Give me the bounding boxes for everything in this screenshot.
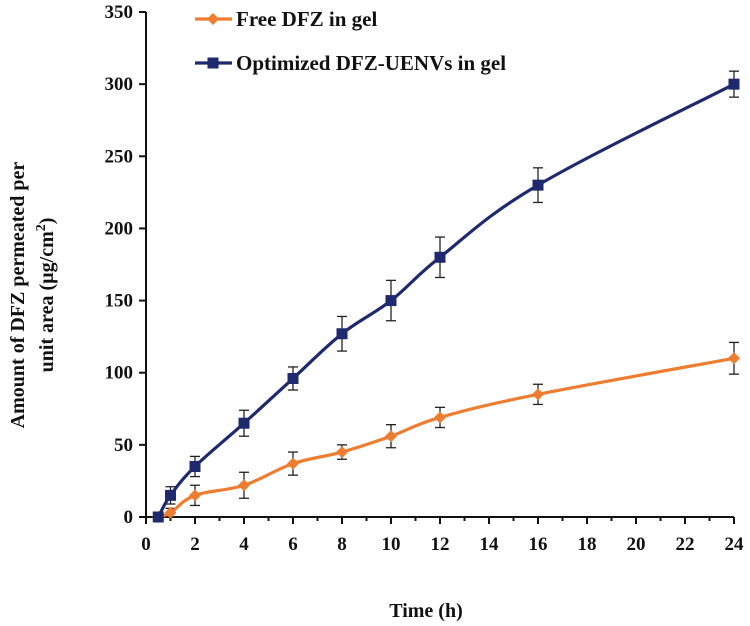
data-point	[152, 511, 164, 523]
data-point	[434, 251, 446, 263]
data-point	[238, 479, 250, 492]
y-tick-label: 300	[105, 74, 134, 95]
data-point	[532, 388, 544, 401]
x-tick-label: 22	[676, 534, 695, 555]
y-tick-label: 150	[105, 291, 134, 312]
legend-marker	[207, 13, 219, 25]
data-point	[532, 179, 544, 191]
legend-item-1: Free DFZ in gel	[195, 7, 377, 31]
x-tick-label: 12	[431, 534, 450, 555]
x-tick-label: 24	[725, 534, 745, 555]
legend-item-2: Optimized DFZ-UENVs in gel	[195, 51, 506, 75]
data-point	[287, 457, 299, 470]
x-tick-label: 18	[578, 534, 597, 555]
x-axis-label: Time (h)	[389, 600, 463, 622]
y-axis-label-line1: Amount of DFZ permeated per	[7, 162, 29, 429]
x-tick-label: 2	[190, 534, 200, 555]
y-tick-label: 350	[105, 2, 134, 23]
legend: Free DFZ in gel Optimized DFZ-UENVs in ge…	[195, 7, 506, 75]
y-tick-label: 200	[105, 218, 134, 239]
data-point	[385, 430, 397, 443]
series-2	[152, 70, 740, 523]
y-tick-label: 50	[114, 435, 133, 456]
x-tick-label: 10	[382, 534, 401, 555]
y-tick-label: 0	[124, 507, 134, 528]
x-tick-label: 4	[239, 534, 249, 555]
data-point	[165, 489, 176, 501]
data-point	[164, 506, 177, 519]
x-tick-label: 14	[480, 534, 500, 555]
data-point	[728, 78, 740, 90]
series-line	[156, 82, 735, 518]
y-tick-label: 250	[105, 146, 134, 167]
y-axis-label-line2: unit area (µg/cm2)	[34, 218, 58, 373]
data-point	[287, 372, 299, 384]
series-layer	[152, 70, 740, 523]
x-tick-label: 6	[288, 534, 298, 555]
series-1	[152, 341, 740, 523]
data-point	[434, 411, 446, 424]
x-tick-label: 8	[337, 534, 347, 555]
x-tick-label: 16	[529, 534, 548, 555]
data-point	[336, 328, 348, 340]
data-point	[385, 295, 397, 307]
data-point	[336, 446, 348, 459]
data-point	[189, 489, 201, 502]
data-point	[238, 417, 250, 429]
legend-label: Optimized DFZ-UENVs in gel	[236, 51, 506, 75]
data-point	[189, 461, 201, 472]
legend-marker	[207, 57, 219, 69]
y-tick-label: 100	[105, 363, 134, 384]
legend-label: Free DFZ in gel	[236, 7, 377, 31]
x-tick-label: 0	[141, 534, 151, 555]
data-point	[728, 352, 740, 365]
x-tick-label: 20	[627, 534, 646, 555]
